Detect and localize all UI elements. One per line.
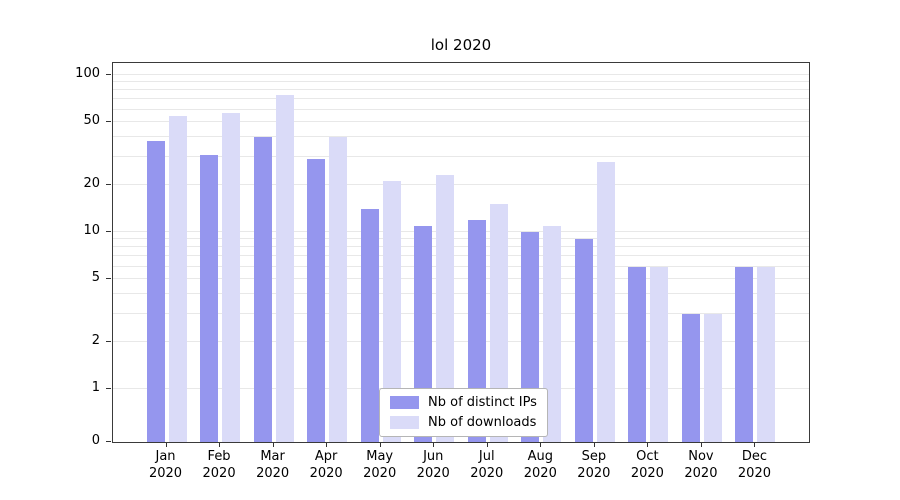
x-tick-mark [272, 443, 274, 447]
gridline [113, 313, 809, 315]
bar-distinct-ips [146, 140, 165, 442]
bar-downloads [168, 115, 187, 442]
x-tick-label: Jul 2020 [470, 449, 504, 481]
y-tick-label: 50 [83, 113, 100, 129]
bar-downloads [382, 181, 401, 442]
bar-distinct-ips [307, 159, 326, 442]
gridline [113, 156, 809, 158]
x-tick-mark [379, 443, 381, 447]
gridline [113, 81, 809, 83]
x-tick-label: Feb 2020 [202, 449, 236, 481]
bar-downloads [489, 204, 508, 442]
y-tick-label: 2 [91, 332, 100, 348]
legend-entry-distinct-ips: Nb of distinct IPs [390, 395, 537, 410]
gridline [113, 246, 809, 248]
x-tick-mark [326, 443, 328, 447]
legend-label-downloads: Nb of downloads [428, 415, 537, 430]
legend-swatch-distinct-ips [390, 396, 419, 409]
plot-area: Nb of distinct IPs Nb of downloads [112, 62, 810, 443]
x-tick-mark [700, 443, 702, 447]
bar-distinct-ips [681, 314, 700, 442]
chart-title: lol 2020 [430, 36, 492, 54]
gridline [113, 183, 809, 185]
bar-distinct-ips [414, 225, 433, 442]
gridline [113, 340, 809, 342]
gridline [113, 293, 809, 295]
bar-downloads [757, 266, 776, 442]
y-tick-mark [106, 231, 111, 232]
x-tick-mark [754, 443, 756, 447]
x-tick-label: Jan 2020 [148, 449, 183, 481]
x-tick-mark [540, 443, 542, 447]
y-tick-label: 0 [91, 433, 100, 448]
y-tick-label: 1 [91, 380, 100, 395]
bar-downloads [222, 113, 241, 442]
bar-downloads [703, 314, 722, 442]
x-tick-label: Sep 2020 [577, 449, 611, 481]
gridline [113, 108, 809, 110]
y-tick-label: 5 [91, 270, 100, 286]
bar-distinct-ips [467, 219, 486, 442]
x-tick-mark [593, 443, 595, 447]
gridline [113, 265, 809, 267]
gridline [113, 74, 809, 75]
gridline [113, 231, 809, 232]
x-tick-label: Apr 2020 [309, 449, 343, 481]
legend-swatch-downloads [390, 416, 419, 429]
x-tick-label: Oct 2020 [630, 449, 664, 481]
legend-entry-downloads: Nb of downloads [390, 415, 537, 430]
y-tick-label: 100 [75, 66, 100, 81]
x-tick-label: Dec 2020 [737, 449, 771, 481]
x-tick-mark [647, 443, 649, 447]
y-tick-mark [106, 388, 111, 389]
y-tick-mark [106, 121, 111, 123]
gridline [113, 255, 809, 257]
gridline [113, 98, 809, 100]
y-tick-mark [106, 74, 111, 75]
x-tick-mark [433, 443, 435, 447]
x-tick-label: Aug 2020 [523, 449, 557, 481]
bar-downloads [436, 175, 455, 442]
x-tick-mark [165, 443, 167, 447]
y-tick-mark [106, 183, 111, 185]
x-tick-label: Jun 2020 [416, 449, 450, 481]
y-tick-mark [106, 278, 111, 280]
bar-distinct-ips [628, 266, 647, 442]
gridline [113, 121, 809, 123]
bar-downloads [596, 161, 615, 442]
y-tick-mark [106, 340, 111, 342]
x-tick-mark [486, 443, 488, 447]
legend: Nb of distinct IPs Nb of downloads [379, 388, 548, 437]
bar-distinct-ips [574, 239, 593, 442]
legend-label-distinct-ips: Nb of distinct IPs [428, 395, 537, 410]
y-tick-label: 20 [83, 175, 100, 191]
x-tick-label: Nov 2020 [684, 449, 718, 481]
gridline [113, 278, 809, 280]
y-tick-label: 10 [83, 223, 100, 238]
bar-downloads [650, 266, 669, 442]
gridline [113, 89, 809, 91]
bar-downloads [329, 137, 348, 442]
bar-distinct-ips [735, 266, 754, 442]
bar-downloads [275, 94, 294, 442]
y-tick-mark [106, 441, 111, 442]
bar-distinct-ips [360, 209, 379, 442]
x-tick-mark [219, 443, 221, 447]
bar-distinct-ips [200, 154, 219, 442]
x-tick-label: Mar 2020 [256, 449, 290, 481]
gridline [113, 136, 809, 138]
x-tick-label: May 2020 [363, 449, 397, 481]
bar-distinct-ips [253, 137, 272, 442]
gridline [113, 238, 809, 240]
bar-downloads [543, 225, 562, 442]
